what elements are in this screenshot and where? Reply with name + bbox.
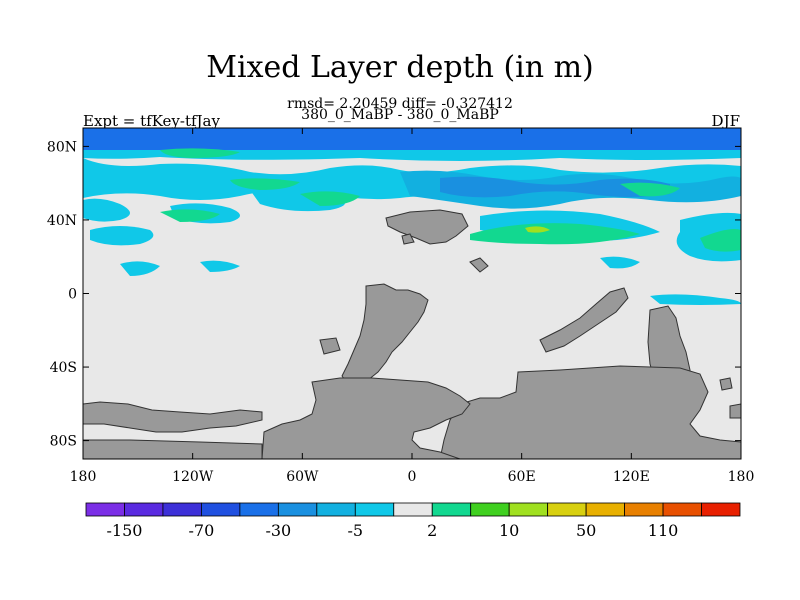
land-australia-ridge (539, 287, 629, 353)
colorbar-swatch (162, 502, 202, 517)
x-tick-label: 120E (613, 469, 650, 485)
stats-line: rmsd= 2.20459 diff= -0.327412 (287, 96, 513, 112)
colorbar-swatch (547, 502, 587, 517)
colorbar-swatch (85, 502, 125, 517)
colorbar-label: 10 (499, 521, 519, 540)
green-patch-2 (230, 178, 300, 190)
colorbar-swatch (393, 502, 433, 517)
land-far-east (719, 377, 733, 391)
colorbar-label: 50 (576, 521, 596, 540)
land-west-antarctica (83, 401, 263, 433)
land-south-america (341, 283, 429, 385)
x-tick-label: 180 (728, 469, 755, 485)
land-greenland-europe (385, 209, 469, 245)
green-patch-4 (160, 209, 220, 222)
colorbar-swatch (431, 502, 472, 517)
colorbar-label: 2 (427, 521, 437, 540)
north-band-4 (83, 198, 130, 222)
chart-subtitle: 380_0_MaBP - 380_0_MaBP (301, 107, 499, 123)
land-east-block (439, 365, 741, 459)
colorbar-swatch (662, 502, 702, 517)
north-band-10 (120, 261, 160, 276)
experiment-label: Expt = tfKey-tfJay (83, 112, 220, 130)
green-patch-1 (160, 148, 240, 158)
y-tick-label: 80S (50, 434, 77, 450)
north-band-9 (90, 226, 154, 246)
colorbar-swatch (470, 502, 510, 517)
colorbar-label: -5 (347, 521, 363, 540)
axis-ticks: 180 120W 60W 0 60E 120E 180 80N 40N 0 40S 80S (47, 128, 754, 485)
y-tick-label: 0 (68, 287, 77, 303)
colorbar-label: 110 (648, 521, 679, 540)
green-patch-3 (300, 191, 360, 206)
land-small-2 (469, 257, 489, 273)
colorbar-swatch (585, 502, 625, 517)
season-label: DJF (711, 112, 740, 130)
colorbar: -150 -70 -30 -5 2 10 50 110 (85, 502, 741, 540)
colorbar-swatch (354, 502, 395, 517)
colorbar-swatch (624, 502, 664, 517)
north-band-11 (200, 260, 240, 272)
land-antarctic-base (83, 439, 263, 459)
north-band-3 (440, 176, 670, 198)
land-small-3 (401, 233, 415, 245)
colorbar-swatch (124, 502, 164, 517)
x-tick-label: 60W (286, 469, 319, 485)
north-band-12 (600, 256, 640, 269)
colorbar-label: -70 (189, 521, 215, 540)
colorbar-label: -150 (106, 521, 142, 540)
y-tick-label: 80N (47, 139, 77, 155)
y-tick-label: 40S (50, 360, 77, 376)
x-tick-label: 180 (70, 469, 97, 485)
green-patch-6 (620, 182, 680, 197)
colorbar-swatch (508, 502, 549, 517)
north-band-13 (650, 294, 741, 305)
colorbar-swatch (277, 502, 318, 517)
land-small-1 (319, 337, 341, 355)
y-tick-label: 40N (47, 213, 77, 229)
colorbar-swatch (239, 502, 279, 517)
x-tick-label: 60E (508, 469, 536, 485)
green-patch-5 (470, 223, 640, 245)
arctic-band (83, 128, 741, 150)
x-tick-label: 120W (172, 469, 214, 485)
yellow-spot (525, 226, 550, 233)
land-central-block (261, 377, 471, 459)
colorbar-swatch (701, 502, 741, 517)
chart-title: Mixed Layer depth (in m) (206, 50, 594, 85)
colorbar-swatch (316, 502, 356, 517)
green-patch-7 (700, 229, 741, 252)
colorbar-label: -30 (265, 521, 291, 540)
arctic-band-edge (83, 150, 741, 161)
x-tick-label: 0 (408, 469, 417, 485)
land-far-east-2 (729, 403, 741, 419)
colorbar-swatch (201, 502, 241, 517)
